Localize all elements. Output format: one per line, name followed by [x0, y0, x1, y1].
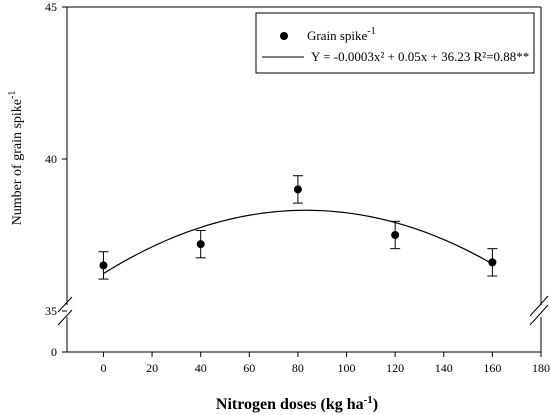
- x-tick-label: 60: [243, 361, 255, 375]
- y-tick-label: 40: [45, 152, 57, 166]
- data-point: [196, 240, 205, 249]
- data-point: [488, 258, 497, 267]
- data-points: [99, 185, 497, 270]
- x-ticks: 0 20 40 60 80 100 120 140 160 180: [100, 352, 550, 375]
- legend-entry-series: Grain spike-1: [307, 26, 376, 43]
- y-ticks: 35 40 45 0: [45, 0, 67, 359]
- x-axis-label: Nitrogen doses (kg ha-1): [216, 394, 378, 413]
- x-tick-label: 80: [292, 361, 304, 375]
- x-tick-label: 180: [532, 361, 550, 375]
- legend-entry-fit: Y = -0.0003x² + 0.05x + 36.23 R²=0.88**: [311, 49, 529, 64]
- axis-break-right: [529, 295, 549, 326]
- fit-curve-group: [103, 209, 493, 275]
- data-point: [99, 261, 108, 270]
- x-tick-label: 100: [338, 361, 356, 375]
- y-tick-label: 35: [45, 304, 57, 318]
- y-tick-label: 45: [45, 0, 57, 14]
- y-tick-label: 0: [51, 345, 57, 359]
- axes: [57, 6, 549, 353]
- axis-break-left: [57, 296, 73, 326]
- legend-box: [255, 12, 535, 74]
- y-axis-label: Number of grain spike-1: [7, 91, 25, 226]
- data-point: [391, 231, 400, 239]
- data-point: [293, 185, 302, 194]
- x-tick-label: 120: [386, 361, 404, 375]
- x-tick-label: 40: [195, 361, 207, 375]
- x-tick-label: 140: [435, 361, 453, 375]
- legend-marker: [280, 32, 288, 40]
- x-tick-label: 0: [100, 361, 106, 375]
- legend: Grain spike-1 Y = -0.0003x² + 0.05x + 36…: [255, 12, 535, 74]
- x-tick-label: 160: [483, 361, 501, 375]
- x-tick-label: 20: [146, 361, 158, 375]
- fit-curve: [103, 209, 493, 275]
